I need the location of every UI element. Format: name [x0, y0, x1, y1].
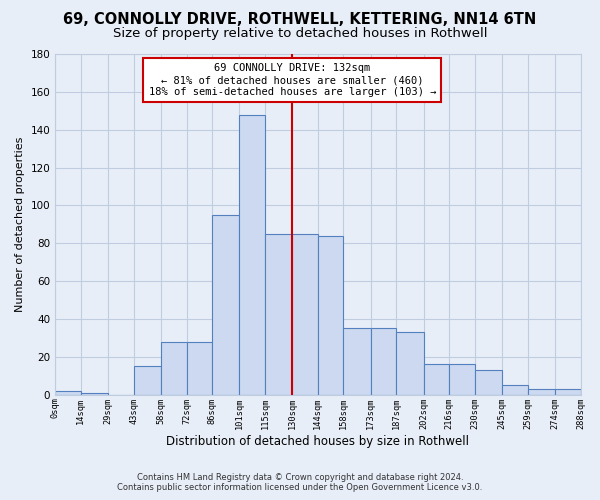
Bar: [187, 342, 212, 394]
Bar: [55, 391, 81, 394]
Bar: [449, 364, 475, 394]
X-axis label: Distribution of detached houses by size in Rothwell: Distribution of detached houses by size …: [166, 434, 469, 448]
Text: Size of property relative to detached houses in Rothwell: Size of property relative to detached ho…: [113, 28, 487, 40]
Bar: [161, 342, 187, 394]
Bar: [292, 234, 318, 394]
Y-axis label: Number of detached properties: Number of detached properties: [15, 136, 25, 312]
Bar: [81, 393, 108, 394]
Bar: [212, 215, 239, 394]
Bar: [502, 385, 527, 394]
Bar: [134, 366, 161, 394]
Bar: [555, 389, 581, 394]
Bar: [265, 234, 292, 394]
Text: 69 CONNOLLY DRIVE: 132sqm
← 81% of detached houses are smaller (460)
18% of semi: 69 CONNOLLY DRIVE: 132sqm ← 81% of detac…: [149, 64, 436, 96]
Bar: [239, 114, 265, 394]
Bar: [475, 370, 502, 394]
Text: Contains HM Land Registry data © Crown copyright and database right 2024.
Contai: Contains HM Land Registry data © Crown c…: [118, 473, 482, 492]
Bar: [371, 328, 396, 394]
Bar: [343, 328, 371, 394]
Bar: [527, 389, 555, 394]
Bar: [424, 364, 449, 394]
Text: 69, CONNOLLY DRIVE, ROTHWELL, KETTERING, NN14 6TN: 69, CONNOLLY DRIVE, ROTHWELL, KETTERING,…: [64, 12, 536, 28]
Bar: [396, 332, 424, 394]
Bar: [318, 236, 343, 394]
